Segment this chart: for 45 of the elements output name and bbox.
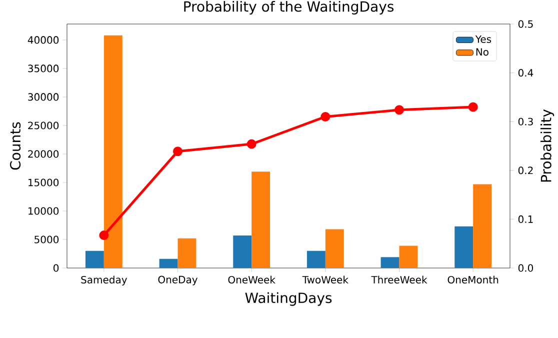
bar bbox=[104, 35, 122, 268]
y-tick-label: 25000 bbox=[28, 122, 59, 130]
y-tick-label: 30000 bbox=[28, 93, 59, 101]
y2-tick-label: 0.5 bbox=[518, 20, 533, 28]
bar bbox=[306, 250, 326, 268]
point bbox=[246, 139, 256, 149]
y-tick-label: 5000 bbox=[34, 236, 59, 244]
y-tick-label: 40000 bbox=[28, 36, 59, 44]
y2-tick-label: 0.0 bbox=[518, 264, 534, 272]
point bbox=[99, 230, 109, 240]
point bbox=[468, 102, 478, 112]
x-tick-label: OneWeek bbox=[228, 276, 276, 284]
bar bbox=[454, 226, 474, 268]
y2-tick-label: 0.2 bbox=[518, 166, 533, 174]
y-axis-title: Counts bbox=[10, 122, 21, 170]
x-tick-label: OneMonth bbox=[448, 276, 498, 284]
bar bbox=[399, 246, 418, 268]
x-axis-title: WaitingDays bbox=[245, 292, 332, 306]
point bbox=[320, 112, 330, 122]
y-tick-label: 20000 bbox=[28, 150, 59, 158]
y2-tick-label: 0.1 bbox=[518, 215, 533, 223]
point bbox=[173, 146, 182, 156]
bar bbox=[380, 257, 400, 268]
bar bbox=[159, 258, 178, 268]
x-tick-label: TwoWeek bbox=[302, 276, 348, 284]
x-tick-label: ThreeWeek bbox=[371, 276, 428, 284]
chart-title: Probability of the WaitingDays bbox=[184, 0, 394, 14]
y2-tick-label: 0.4 bbox=[518, 69, 534, 77]
y-tick-label: 0 bbox=[54, 264, 59, 272]
legend-label: No bbox=[476, 48, 488, 56]
y2-axis-title: Probability bbox=[540, 109, 554, 182]
bar bbox=[325, 229, 344, 268]
bar bbox=[252, 172, 270, 268]
y2-tick-label: 0.3 bbox=[518, 118, 533, 126]
point bbox=[394, 105, 404, 115]
y-tick-label: 10000 bbox=[28, 207, 59, 215]
x-tick-label: OneDay bbox=[158, 276, 198, 286]
x-tick-label: Sameday bbox=[81, 276, 128, 286]
y-tick-label: 15000 bbox=[28, 178, 59, 186]
bar bbox=[85, 250, 104, 268]
bar bbox=[473, 184, 492, 268]
bar bbox=[178, 238, 196, 268]
bar bbox=[233, 236, 252, 268]
y-tick-label: 35000 bbox=[28, 64, 59, 72]
legend-label: Yes bbox=[475, 35, 492, 43]
